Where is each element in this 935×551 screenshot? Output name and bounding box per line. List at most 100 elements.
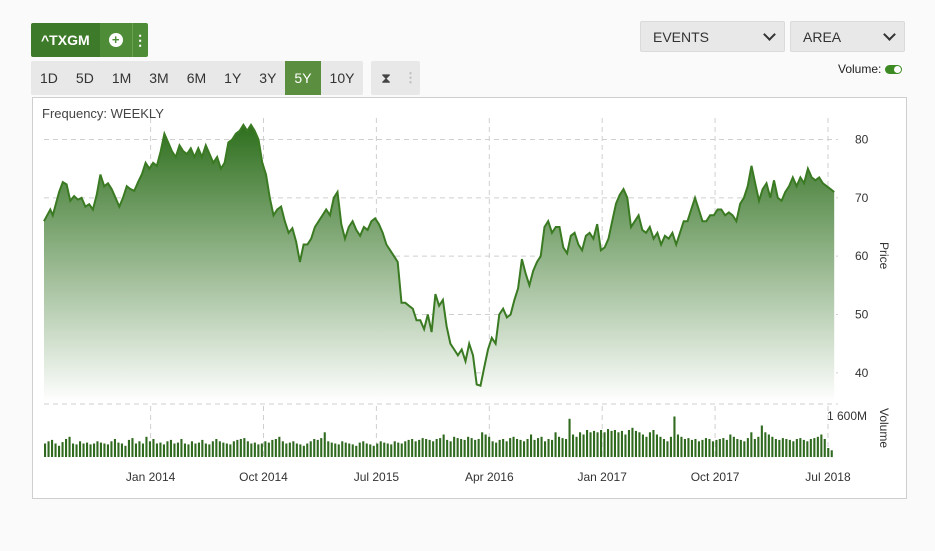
volume-bar [694,439,697,457]
range-button-3y[interactable]: 3Y [259,70,277,86]
volume-bar [99,442,102,457]
volume-bar [320,438,323,457]
volume-bar [523,441,526,457]
volume-bar [386,443,389,457]
volume-bar [732,436,735,458]
volume-bar [134,443,137,457]
volume-bar [582,434,585,457]
volume-bar [239,439,242,457]
volume-bar [271,439,274,457]
volume-bar [313,439,316,457]
volume-bar [211,441,214,457]
volume-bar [372,445,375,458]
volume-bar [148,441,151,457]
volume-bar [365,443,368,457]
symbol-label[interactable]: ^TXGM [31,23,100,57]
volume-bar [439,438,442,457]
events-dropdown[interactable]: EVENTS [640,21,785,52]
range-button-1d[interactable]: 1D [40,70,58,86]
volume-bar [537,438,540,457]
volume-bar [159,442,162,457]
range-button-1y[interactable]: 1Y [224,70,242,86]
volume-bar [127,439,130,457]
hourglass-icon[interactable]: ⧗ [381,69,391,86]
volume-bar [488,436,491,458]
symbol-more-button[interactable]: ⋮ [131,23,148,57]
volume-bar [607,429,610,457]
volume-bar [341,441,344,457]
volume-bar [491,441,494,457]
volume-bar [82,443,85,457]
volume-bar [61,442,64,457]
volume-bar [495,442,498,457]
volume-bar [676,434,679,457]
volume-bar [624,434,627,457]
volume-bar [355,445,358,458]
volume-bar [435,439,438,457]
add-comparison-button[interactable]: + [99,23,132,57]
volume-bar [579,432,582,458]
range-button-5d[interactable]: 5D [75,70,94,86]
volume-bar [572,434,575,457]
frequency-label: Frequency: WEEKLY [42,106,164,121]
volume-bar [250,443,253,457]
volume-bar [306,443,309,457]
tools-more-button[interactable]: ⋮ [404,70,417,85]
volume-bar [65,439,68,457]
volume-bar [264,441,267,457]
volume-bar [292,441,295,457]
y-axis-label: Price [877,242,891,270]
volume-bar [117,442,120,457]
volume-bar [145,436,148,458]
volume-bar [58,445,61,458]
range-button-1m[interactable]: 1M [111,70,132,86]
volume-bar [166,441,169,457]
volume-bar [519,439,522,457]
range-button-5y[interactable]: 5Y [285,61,321,95]
volume-bar [86,442,89,457]
volume-bar [253,442,256,457]
volume-bar [666,441,669,457]
volume-bar [187,444,190,457]
volume-bar [687,438,690,457]
volume-bar [358,442,361,457]
x-tick-label: Jul 2015 [354,470,400,484]
volume-bar [362,441,365,457]
volume-bar [551,439,554,457]
volume-bar [274,439,277,457]
volume-bar [106,444,109,457]
volume-bar [194,443,197,457]
y-tick-label: 70 [855,191,869,205]
range-button-6m[interactable]: 6M [186,70,207,86]
volume-bar [418,439,421,457]
volume-bar [138,441,141,457]
volume-bar [554,432,557,458]
volume-bar [243,438,246,457]
volume-bar [421,438,424,457]
volume-bar [617,432,620,458]
volume-bar [823,439,826,457]
chart-type-dropdown[interactable]: AREA [790,21,905,52]
volume-bar [757,436,760,458]
volume-bar [376,443,379,457]
volume-bar [701,439,704,457]
volume-bar [683,439,686,457]
volume-bar [393,441,396,457]
volume-toggle[interactable]: Volume: [838,62,903,76]
volume-bar [278,436,281,458]
volume-bar [600,430,603,457]
volume-bar [201,439,204,457]
volume-bar [257,444,260,457]
volume-bar [225,443,228,457]
volume-bar [652,430,655,457]
volume-bar [743,441,746,457]
range-button-3m[interactable]: 3M [149,70,169,86]
volume-bar [533,439,536,457]
volume-bar [561,438,564,457]
range-button-10y[interactable]: 10Y [329,70,355,86]
volume-bar [432,441,435,457]
toggle-switch-icon[interactable] [885,64,903,74]
volume-bar [620,430,623,457]
volume-bar [498,439,501,457]
